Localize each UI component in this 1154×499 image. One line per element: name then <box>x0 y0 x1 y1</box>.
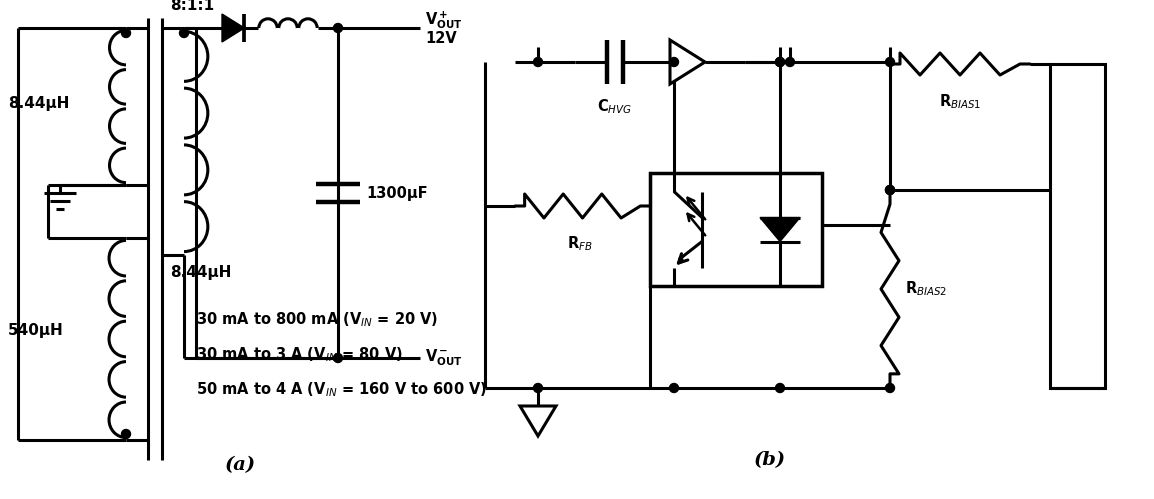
Circle shape <box>669 384 679 393</box>
Text: $\mathbf{V_{OUT}^-}$: $\mathbf{V_{OUT}^-}$ <box>425 348 463 368</box>
Circle shape <box>885 186 894 195</box>
Polygon shape <box>222 14 245 42</box>
Text: 1300μF: 1300μF <box>366 186 428 201</box>
Text: R$_{BIAS1}$: R$_{BIAS1}$ <box>938 92 981 111</box>
Text: 30 mA to 3 A (V$_{IN}$ = 80 V): 30 mA to 3 A (V$_{IN}$ = 80 V) <box>196 346 403 364</box>
Text: $\mathbf{V_{OUT}^+}$: $\mathbf{V_{OUT}^+}$ <box>425 9 463 31</box>
Circle shape <box>775 384 785 393</box>
Polygon shape <box>670 40 705 84</box>
Text: C$_{HVG}$: C$_{HVG}$ <box>598 97 632 116</box>
Circle shape <box>885 384 894 393</box>
Circle shape <box>885 186 894 195</box>
Polygon shape <box>520 406 556 436</box>
Text: 8.44μH: 8.44μH <box>170 264 231 279</box>
Polygon shape <box>760 218 800 242</box>
Circle shape <box>885 57 894 66</box>
Circle shape <box>334 23 343 32</box>
Circle shape <box>775 57 785 66</box>
Text: 540μH: 540μH <box>8 322 63 337</box>
Text: 30 mA to 800 mA (V$_{IN}$ = 20 V): 30 mA to 800 mA (V$_{IN}$ = 20 V) <box>196 311 439 329</box>
Text: (b): (b) <box>754 451 786 469</box>
Circle shape <box>669 57 679 66</box>
Circle shape <box>180 28 188 37</box>
Circle shape <box>786 57 794 66</box>
Circle shape <box>121 28 130 37</box>
Circle shape <box>334 353 343 362</box>
Text: 8:1:1: 8:1:1 <box>170 0 215 13</box>
Text: 12V: 12V <box>425 31 457 46</box>
Text: R$_{FB}$: R$_{FB}$ <box>567 234 593 252</box>
Circle shape <box>775 57 785 66</box>
Bar <box>1050 64 1106 388</box>
Circle shape <box>533 384 542 393</box>
Text: R$_{BIAS2}$: R$_{BIAS2}$ <box>905 279 947 298</box>
Bar <box>650 173 822 286</box>
Circle shape <box>533 57 542 66</box>
Text: 8.44μH: 8.44μH <box>8 95 69 110</box>
Circle shape <box>121 430 130 439</box>
Text: 50 mA to 4 A (V$_{IN}$ = 160 V to 600 V): 50 mA to 4 A (V$_{IN}$ = 160 V to 600 V) <box>196 381 487 399</box>
Text: (a): (a) <box>224 456 255 474</box>
